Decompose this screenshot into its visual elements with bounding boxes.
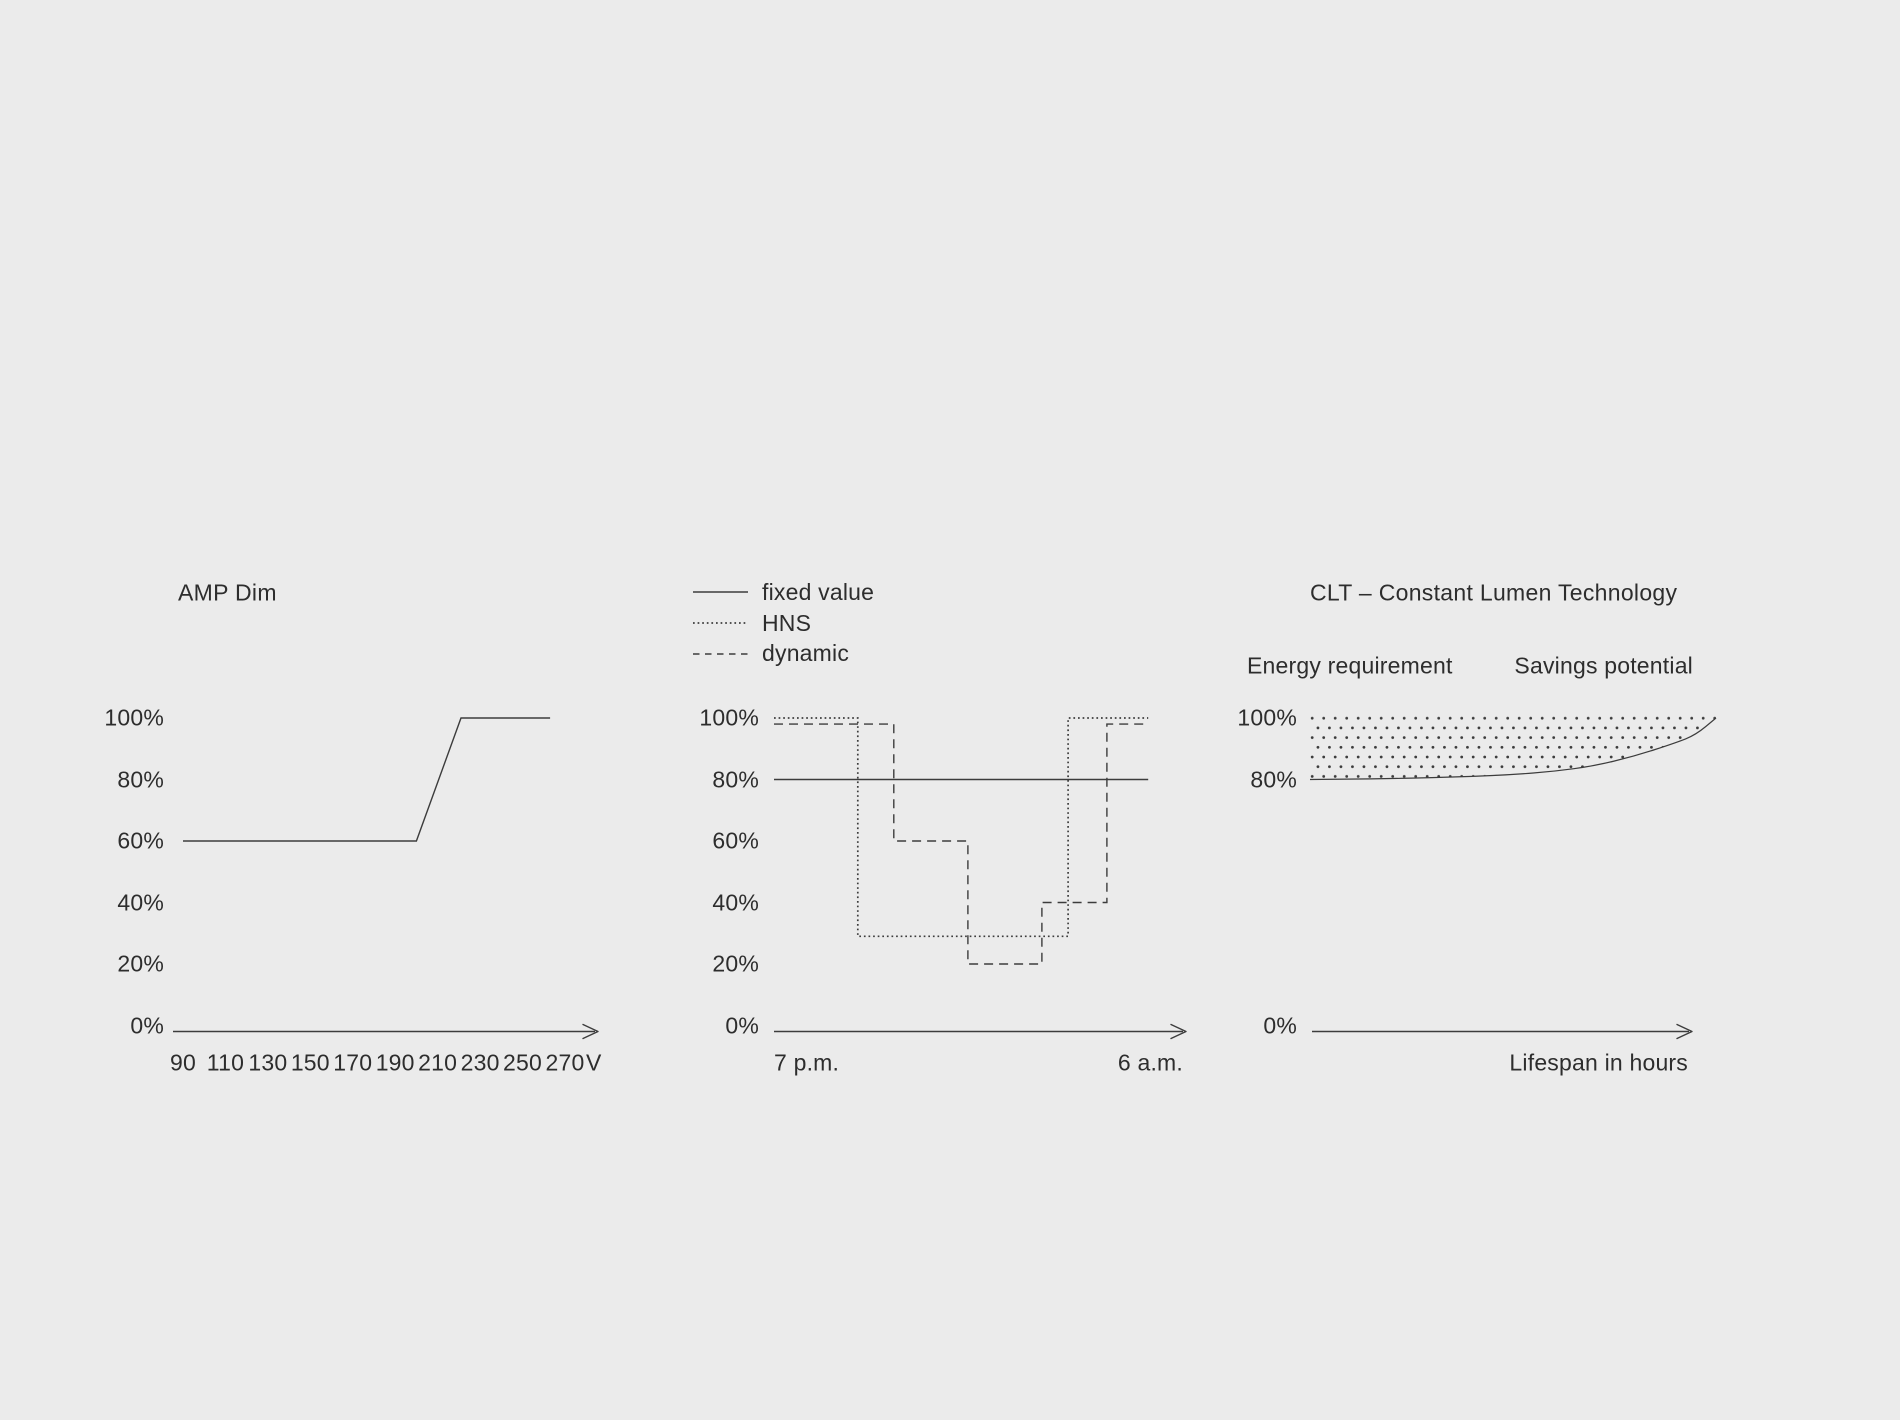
- clt-savings-dot-area: [1310, 714, 1716, 780]
- amp-dim-x-axis-arrow-icon: [582, 1023, 599, 1040]
- clt-x-axis-arrow-icon: [1676, 1023, 1693, 1040]
- dynamic-line: [774, 723, 1149, 965]
- clt-energy-curve: [1309, 717, 1717, 781]
- amp-dim-series-line: [183, 717, 551, 842]
- night-dimming-x-axis-arrow-icon: [1170, 1023, 1187, 1040]
- hns-line: [774, 717, 1149, 938]
